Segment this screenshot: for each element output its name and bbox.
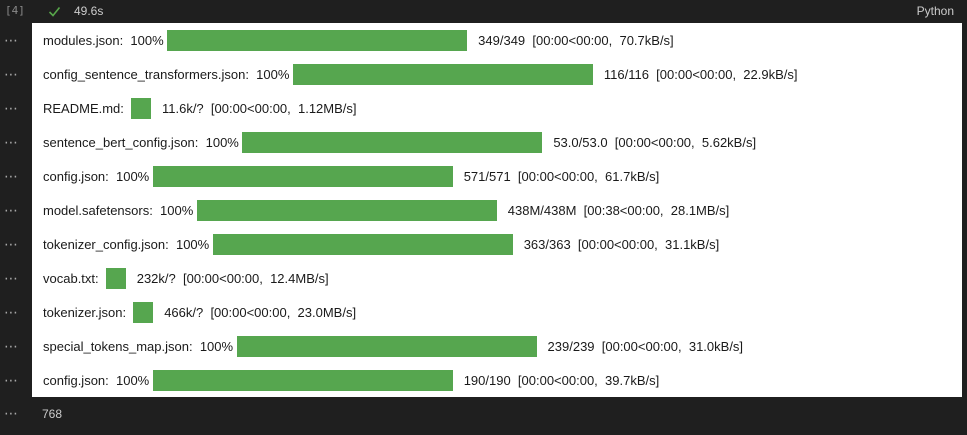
progress-stats: 363/363 [00:00<00:00, 31.1kB/s] <box>523 236 720 252</box>
progress-row: tokenizer.json: 466k/? [00:00<00:00, 23.… <box>43 301 356 323</box>
progress-bar-fill <box>152 369 453 391</box>
progress-label: tokenizer_config.json: 100% <box>43 236 210 252</box>
progress-bar-fill <box>133 301 154 323</box>
progress-stats: 438M/438M [00:38<00:00, 28.1MB/s] <box>507 202 730 218</box>
progress-label: modules.json: 100% <box>43 32 164 48</box>
progress-label: sentence_bert_config.json: 100% <box>43 134 239 150</box>
progress-output-panel: modules.json: 100% 349/349 [00:00<00:00,… <box>32 23 962 397</box>
output-collapse-icon[interactable]: ⋯ <box>4 66 19 82</box>
execution-count: [4] <box>5 4 25 17</box>
progress-stats: 116/116 [00:00<00:00, 22.9kB/s] <box>603 66 798 82</box>
progress-row: sentence_bert_config.json: 100% 53.0/53.… <box>43 131 756 153</box>
progress-label: vocab.txt: <box>43 270 99 286</box>
progress-stats: 190/190 [00:00<00:00, 39.7kB/s] <box>463 372 660 388</box>
progress-row: tokenizer_config.json: 100% 363/363 [00:… <box>43 233 719 255</box>
progress-label: special_tokens_map.json: 100% <box>43 338 234 354</box>
execution-duration: 49.6s <box>74 4 104 18</box>
progress-row: config.json: 100% 190/190 [00:00<00:00, … <box>43 369 659 391</box>
output-collapse-icon[interactable]: ⋯ <box>4 405 19 421</box>
progress-label: config.json: 100% <box>43 372 150 388</box>
progress-bar-fill <box>242 131 543 153</box>
cell-result-text: 768 <box>42 407 63 421</box>
progress-label: config.json: 100% <box>43 168 150 184</box>
progress-bar-fill <box>236 335 537 357</box>
output-collapse-icon[interactable]: ⋯ <box>4 304 19 320</box>
progress-bar-fill <box>105 267 126 289</box>
progress-label: model.safetensors: 100% <box>43 202 194 218</box>
output-collapse-icon[interactable]: ⋯ <box>4 372 19 388</box>
cell-language[interactable]: Python <box>916 4 954 18</box>
progress-bar-fill <box>293 63 594 85</box>
progress-stats: 11.6k/? [00:00<00:00, 1.12MB/s] <box>161 100 357 116</box>
progress-bar-fill <box>131 97 152 119</box>
progress-row: special_tokens_map.json: 100% 239/239 [0… <box>43 335 743 357</box>
output-collapse-icon[interactable]: ⋯ <box>4 168 19 184</box>
output-collapse-icon[interactable]: ⋯ <box>4 100 19 116</box>
output-collapse-icon[interactable]: ⋯ <box>4 32 19 48</box>
progress-row: config.json: 100% 571/571 [00:00<00:00, … <box>43 165 659 187</box>
output-collapse-icon[interactable]: ⋯ <box>4 202 19 218</box>
output-collapse-icon[interactable]: ⋯ <box>4 134 19 150</box>
progress-row: README.md: 11.6k/? [00:00<00:00, 1.12MB/… <box>43 97 357 119</box>
progress-stats: 466k/? [00:00<00:00, 23.0MB/s] <box>164 304 357 320</box>
progress-bar-fill <box>167 29 468 51</box>
output-collapse-icon[interactable]: ⋯ <box>4 236 19 252</box>
progress-row: modules.json: 100% 349/349 [00:00<00:00,… <box>43 29 674 51</box>
check-icon <box>48 6 61 17</box>
progress-row: vocab.txt: 232k/? [00:00<00:00, 12.4MB/s… <box>43 267 329 289</box>
progress-bar-fill <box>152 165 453 187</box>
cell-status-bar: [4] 49.6s Python <box>0 0 967 23</box>
progress-row: model.safetensors: 100% 438M/438M [00:38… <box>43 199 729 221</box>
output-collapse-icon[interactable]: ⋯ <box>4 270 19 286</box>
progress-row: config_sentence_transformers.json: 100% … <box>43 63 797 85</box>
progress-stats: 239/239 [00:00<00:00, 31.0kB/s] <box>547 338 744 354</box>
progress-stats: 571/571 [00:00<00:00, 61.7kB/s] <box>463 168 660 184</box>
output-collapse-icon[interactable]: ⋯ <box>4 338 19 354</box>
progress-stats: 232k/? [00:00<00:00, 12.4MB/s] <box>136 270 329 286</box>
progress-label: README.md: <box>43 100 124 116</box>
progress-label: config_sentence_transformers.json: 100% <box>43 66 290 82</box>
progress-stats: 53.0/53.0 [00:00<00:00, 5.62kB/s] <box>553 134 757 150</box>
progress-label: tokenizer.json: <box>43 304 127 320</box>
progress-bar-fill <box>212 233 513 255</box>
progress-stats: 349/349 [00:00<00:00, 70.7kB/s] <box>478 32 674 48</box>
progress-bar-fill <box>196 199 497 221</box>
